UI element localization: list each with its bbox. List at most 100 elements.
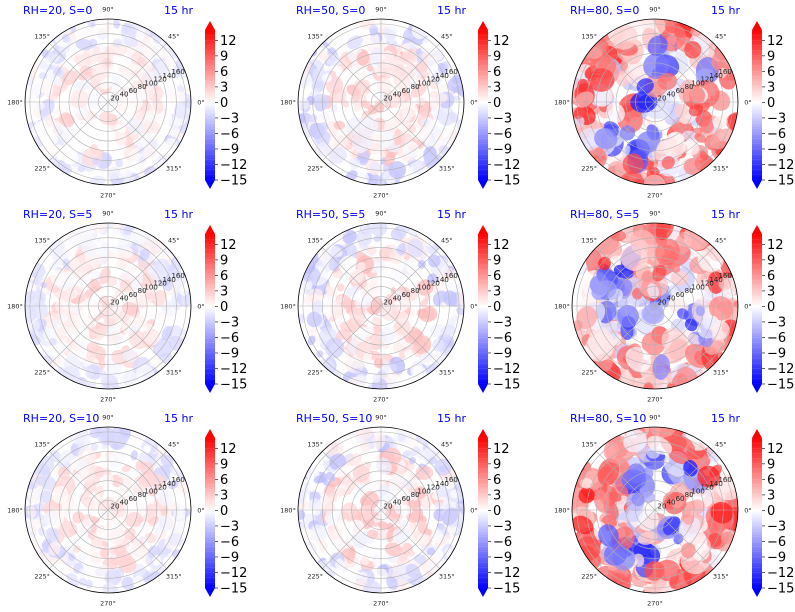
colorbar-tick-label: −15 [767,174,794,189]
field-blob [121,464,132,472]
field-blob [711,320,730,340]
field-blob [102,540,108,548]
field-blob [153,36,162,44]
field-blob [625,346,652,373]
field-blob [50,74,63,87]
field-blob [85,299,95,309]
radial-tick-label: 20 [111,298,120,306]
colorbar-extend-max [752,21,762,30]
radial-tick-label: 40 [120,295,129,303]
angular-tick-label: 45° [715,441,727,449]
radial-tick-label: 80 [685,287,694,295]
field-blob [392,527,410,545]
colorbar-tick-label: 6 [493,269,501,284]
field-blob [325,337,345,359]
panel-time: 15 hr [711,4,740,17]
panel-2: 20 40 60 801001201401600°45°90°135°180°225°… [280,4,520,200]
field-blob [340,502,358,519]
colorbar-tick-label: 3 [220,488,228,503]
field-blob [99,77,114,90]
field-blob [144,532,156,544]
angular-gridline [654,247,714,307]
colorbar-tick-label: 9 [493,253,501,268]
angular-gridline [107,509,167,569]
colorbar-tick-label: −6 [220,535,239,550]
angular-tick-label: 270° [373,600,389,608]
panel-9: 20 40 60 801001201401600°45°90°135°180°225°… [554,412,794,608]
field-blob [707,271,725,294]
radial-tick-label: 120 [153,76,166,84]
angular-tick-label: 45° [441,33,453,41]
field-blob [598,466,613,481]
field-blob [70,89,89,109]
field-blob [700,119,714,134]
field-blob [88,118,99,125]
radial-tick-label: 160 [444,272,457,280]
field-blob [366,246,377,255]
field-blob [671,495,685,509]
colorbar-tick-label: −3 [767,315,786,330]
field-blob [360,100,372,109]
field-blob [594,127,618,150]
angular-tick-label: 90° [375,414,387,422]
radial-tick-label: 140 [162,480,175,488]
field-blob [66,352,77,363]
angular-tick-label: 270° [647,192,663,200]
radial-tick-label: 160 [171,476,184,484]
field-blob [681,542,696,559]
angular-gridline [107,247,167,307]
field-blob [413,499,423,507]
field-blob [578,487,595,504]
field-blob [59,520,78,538]
colorbar-extend-max [478,429,488,438]
angular-gridline [107,305,167,365]
angular-tick-label: 225° [581,368,597,376]
angular-tick-label: 0° [744,507,751,515]
field-blob [298,113,306,124]
radial-tick-label: 80 [138,491,147,499]
field-blob [643,301,664,324]
field-blob [371,174,383,185]
angular-tick-label: 315° [166,164,182,172]
field-blob [62,70,79,86]
colorbar-tick-label: −15 [493,582,520,597]
radial-tick-label: 40 [393,91,402,99]
field-blob [123,477,133,488]
radial-tick-label: 140 [162,72,175,80]
colorbar-tick-label: 0 [220,96,228,111]
angular-tick-label: 45° [168,237,180,245]
field-blob [145,291,154,300]
colorbar-tick-label: −12 [767,362,794,377]
colorbar-tick-label: −6 [493,331,512,346]
field-blob [598,524,619,547]
radial-tick-label: 20 [658,94,667,102]
angular-tick-label: 180° [554,303,570,311]
field-blob [655,223,674,241]
field-blob [48,541,61,556]
field-blob [97,499,111,512]
colorbar-tick-label: 0 [767,504,775,519]
panel-title: RH=50, S=5 [296,208,365,221]
field-blob [358,241,369,251]
field-blob [131,541,147,559]
field-blob [683,158,702,175]
field-blob [356,333,366,342]
field-blob [113,19,120,29]
angular-tick-label: 0° [470,507,477,515]
field-blob [326,441,343,457]
field-blob [97,258,106,266]
radial-tick-label: 60 [402,495,411,503]
colorbar-tick-label: 12 [220,442,237,457]
colorbar-extend-max [478,21,488,30]
field-blob [394,135,402,146]
field-blob [111,351,125,366]
colorbar-tick-label: −12 [493,158,520,173]
panel-8: 20 40 60 801001201401600°45°90°135°180°225°… [280,412,520,608]
angular-gridline [107,43,167,103]
radial-tick-label: 140 [162,276,175,284]
angular-tick-label: 225° [307,164,323,172]
colorbar-tick-label: 6 [493,65,501,80]
field-blob [78,553,86,562]
colorbar-body [478,234,488,384]
field-blob [388,92,406,109]
